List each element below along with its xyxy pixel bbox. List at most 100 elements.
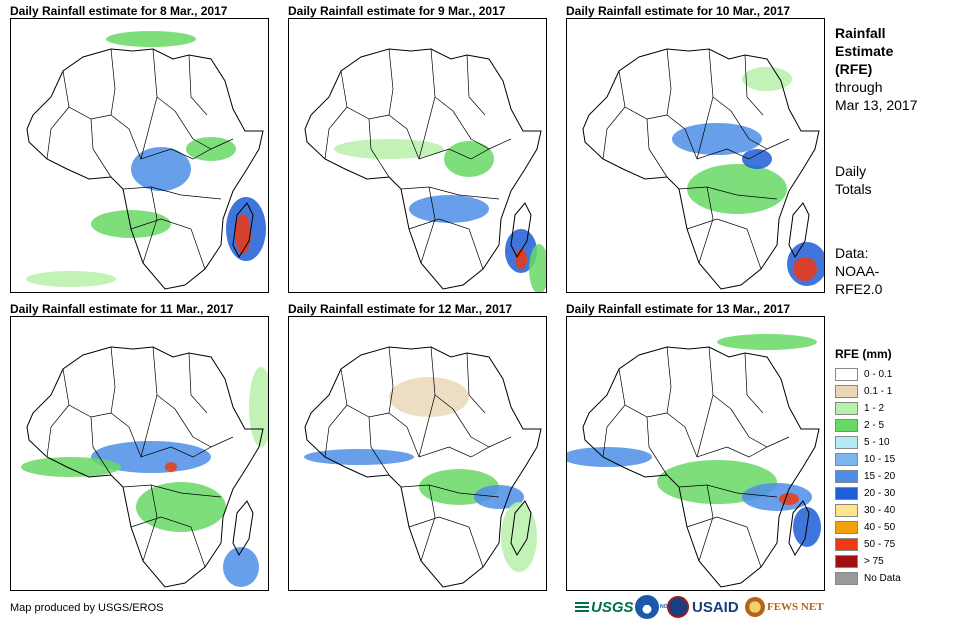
country-border [400,186,500,200]
rainfall-map [10,18,269,293]
panel-title: Daily Rainfall estimate for 13 Mar., 201… [566,302,791,316]
country-border [128,426,234,458]
rain-area-6 [106,31,196,47]
rain-area-5 [26,271,116,287]
country-border [90,118,112,178]
map-panel-5: Daily Rainfall estimate for 12 Mar., 201… [288,302,547,591]
rain-area-0 [91,210,171,238]
country-border [340,368,390,418]
legend-row: 2 - 5 [835,418,955,435]
country-border [130,218,206,270]
usaid-logo-text: USAID [692,598,739,616]
legend-row: 15 - 20 [835,469,955,486]
legend-swatch [835,572,858,585]
country-border [408,516,484,568]
country-border [420,186,436,264]
legend-label: 0.1 - 1 [864,386,893,397]
country-border [696,96,714,160]
legend-row: 0 - 0.1 [835,367,955,384]
country-border [110,346,130,428]
rain-area-0 [672,123,762,155]
rain-area-5 [529,244,546,292]
country-border [340,70,390,120]
map-panel-4: Daily Rainfall estimate for 11 Mar., 201… [10,302,269,591]
legend-label: > 75 [864,556,884,567]
country-border [730,408,768,448]
rainfall-map [10,316,269,591]
country-border [646,416,668,476]
legend-swatch [835,538,858,551]
panel-title: Daily Rainfall estimate for 12 Mar., 201… [288,302,513,316]
country-border [174,110,212,150]
country-border [678,186,778,200]
country-border [388,48,408,130]
country-border [666,346,686,428]
legend-label: 15 - 20 [864,471,896,482]
rain-area-1 [165,462,177,472]
side-period: Daily Totals [835,162,872,198]
rain-area-4 [515,249,527,269]
through-date: Mar 13, 2017 [835,97,918,113]
daily-label-1: Daily [835,163,867,179]
country-border [128,128,234,160]
side-source: Data: NOAA- RFE2.0 [835,244,882,298]
map-panel-3: Daily Rainfall estimate for 10 Mar., 201… [566,4,825,293]
legend-swatch [835,504,858,517]
legend-swatch [835,487,858,500]
panel-title: Daily Rainfall estimate for 8 Mar., 2017 [10,4,228,18]
madagascar-outline [232,202,254,259]
country-border [406,426,512,458]
country-border [368,416,390,476]
daily-label-2: Totals [835,181,872,197]
rain-area-0 [304,449,414,465]
data-label-1: Data: [835,245,869,261]
country-border [602,106,626,160]
noaa-logo-icon [635,595,659,619]
panel-title: Daily Rainfall estimate for 10 Mar., 201… [566,4,791,18]
country-border [110,48,130,130]
rain-area-2 [742,149,772,169]
africa-coastline [304,346,542,588]
panel-title: Daily Rainfall estimate for 9 Mar., 2017 [288,4,506,18]
country-border [62,368,112,418]
country-border [188,54,208,116]
madagascar-outline [788,202,810,259]
africa-map-svg [26,31,266,290]
country-border [406,128,512,160]
rain-area-5 [742,67,792,91]
rain-area-1 [687,164,787,214]
legend-label: 10 - 15 [864,454,896,465]
africa-map-svg [567,334,821,588]
rain-area-1 [409,195,489,223]
country-border [122,484,222,498]
country-border [744,352,764,414]
legend-swatch [835,436,858,449]
map-panel-2: Daily Rainfall estimate for 9 Mar., 2017 [288,4,547,293]
country-border [62,70,112,120]
country-border [142,484,158,562]
rainfall-map [566,18,825,293]
country-border [130,516,206,568]
legend-swatch [835,385,858,398]
fews-net-logo-text: FEWS NET [767,601,824,613]
through-label: through [835,79,883,95]
legend-row: > 75 [835,554,955,571]
legend-swatch [835,368,858,381]
legend-row: 30 - 40 [835,503,955,520]
africa-coastline [26,48,264,290]
rain-area-4 [21,457,121,477]
africa-coastline [26,346,264,588]
country-border [698,186,714,264]
rain-area-3 [779,493,799,505]
country-border [400,484,500,498]
country-border [602,404,626,458]
africa-map-svg [21,346,268,588]
legend-row: 20 - 30 [835,486,955,503]
country-border [418,96,436,160]
rain-area-4 [389,377,469,417]
country-border [418,394,436,458]
country-border [452,110,490,150]
country-border [368,118,390,178]
country-border [324,404,348,458]
country-border [684,426,790,458]
